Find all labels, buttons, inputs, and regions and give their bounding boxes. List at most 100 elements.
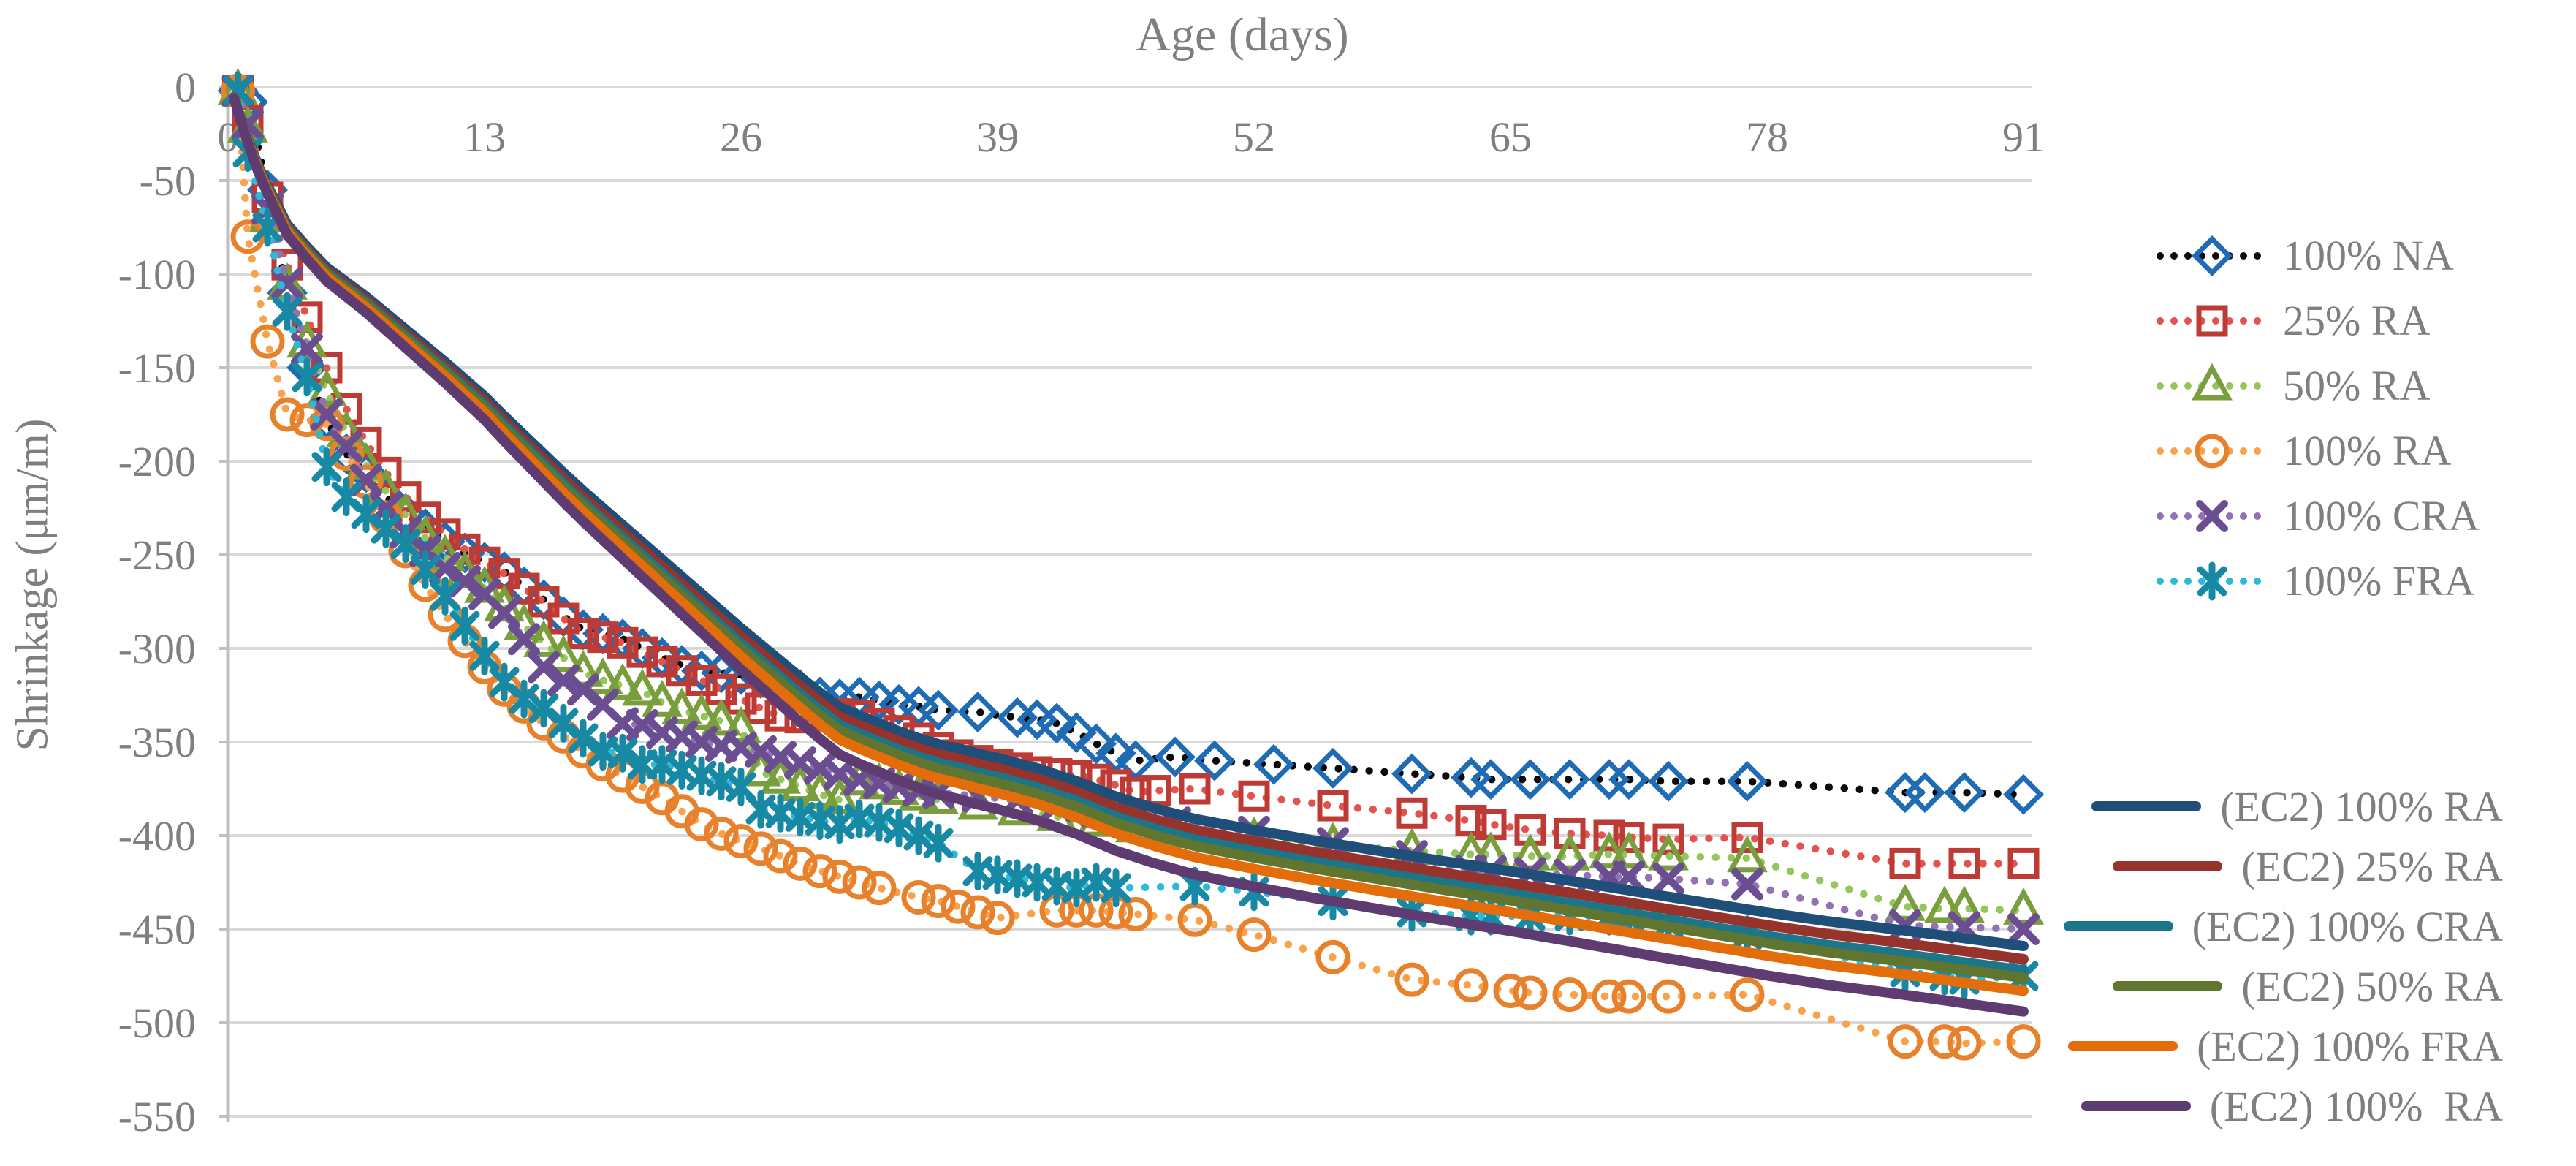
legend-item: 25% RA xyxy=(2157,288,2480,353)
square-marker-icon xyxy=(1396,797,1428,829)
square-marker-icon xyxy=(1652,823,1684,855)
star-marker-icon xyxy=(1081,863,1112,902)
legend-label: (EC2) 25% RA xyxy=(2241,842,2503,890)
circle-marker-icon xyxy=(1315,939,1350,974)
triangle-marker-icon xyxy=(602,662,643,700)
star-marker-icon xyxy=(469,636,500,675)
square-marker-icon xyxy=(646,646,678,678)
star-marker-icon xyxy=(548,703,579,743)
dotted-line xyxy=(234,86,2028,868)
square-marker-icon xyxy=(587,621,619,654)
circle-marker-icon xyxy=(1493,973,1528,1008)
line-legend-icon xyxy=(2113,981,2223,991)
diamond-marker-icon xyxy=(918,689,959,731)
x-marker-icon xyxy=(1652,862,1684,895)
diamond-marker-icon xyxy=(1312,747,1353,789)
line-legend-icon xyxy=(2063,921,2173,931)
circle-marker-icon xyxy=(783,846,818,881)
y-tick-label: -400 xyxy=(118,812,196,860)
circle-marker-icon xyxy=(1651,979,1686,1014)
triangle-marker-icon xyxy=(1648,833,1689,871)
circle-marker-icon xyxy=(309,406,344,442)
diamond-marker-icon xyxy=(1904,772,1945,814)
square-marker-icon xyxy=(271,249,303,281)
star-marker-icon xyxy=(371,509,401,548)
legend-experimental: 100% NA 25% RA 50% RA 100% RA 100% CRA 100% F… xyxy=(2157,223,2480,613)
line-legend-icon xyxy=(2081,1101,2191,1111)
legend-item: 100% RA xyxy=(2157,418,2480,483)
x-tick-label: 91 xyxy=(2002,113,2045,161)
circle-marker-icon xyxy=(941,889,976,924)
circle-marker-icon xyxy=(704,816,739,851)
y-tick-labels: 0 -50 -100 -150 -200 -250 -300 -350 -400 -450 -500… xyxy=(118,64,196,1140)
triangle-marker-icon xyxy=(721,705,761,743)
star-marker-icon xyxy=(430,576,460,616)
y-tick-label: 0 xyxy=(175,64,196,111)
line-legend-icon xyxy=(2068,1041,2178,1051)
x-legend-icon xyxy=(2157,499,2267,532)
circle-marker-icon xyxy=(1454,968,1489,1003)
star-marker-icon xyxy=(884,809,914,848)
diamond-marker-icon xyxy=(1056,712,1097,754)
circle-marker-icon xyxy=(1118,897,1153,932)
circle-marker-icon xyxy=(1730,977,1765,1012)
legend-item: 100% FRA xyxy=(2157,548,2480,613)
x-marker-icon xyxy=(271,267,303,300)
circle-marker-icon xyxy=(901,879,936,915)
star-marker-icon xyxy=(390,524,421,564)
legend-item: 50% RA xyxy=(2157,353,2480,418)
x-marker-icon xyxy=(488,597,520,629)
star-marker-icon xyxy=(1101,868,1131,908)
legend-item: (EC2) 100% CRA xyxy=(2063,896,2503,956)
star-marker-icon xyxy=(607,733,638,773)
triangle-marker-icon xyxy=(681,692,722,730)
y-axis-title: Shrinkage (μm/m) xyxy=(7,418,58,752)
diamond-marker-icon xyxy=(2192,235,2233,276)
y-tick-label: -150 xyxy=(118,344,196,392)
legend-label: 100% RA xyxy=(2283,427,2452,474)
star-marker-icon xyxy=(351,494,381,534)
star-marker-icon xyxy=(686,756,717,795)
diamond-marker-icon xyxy=(1076,723,1117,765)
triangle-marker-icon xyxy=(1885,884,1926,921)
legend-item: (EC2) 100% FRA xyxy=(2068,1016,2503,1076)
legend-label: 100% NA xyxy=(2283,232,2454,279)
x-marker-icon xyxy=(449,564,481,597)
square-marker-icon xyxy=(1889,847,1921,879)
x-marker-icon xyxy=(508,623,540,656)
y-tick-label: -250 xyxy=(118,531,196,579)
square-marker-icon xyxy=(2196,305,2228,336)
x-tick-label: 26 xyxy=(720,113,762,161)
legend-label: (EC2) 100% RA xyxy=(2209,1082,2503,1130)
circle-marker-icon xyxy=(842,865,877,900)
x-tick-label: 52 xyxy=(1233,113,1275,161)
circle-marker-icon xyxy=(743,831,778,866)
triangle-marker-icon xyxy=(622,668,663,706)
star-marker-icon xyxy=(2197,561,2227,600)
x-marker-icon xyxy=(2007,913,2040,945)
diamond-marker-icon xyxy=(1510,759,1551,800)
diamond-marker-icon xyxy=(1155,736,1196,778)
circle-marker-icon xyxy=(1611,979,1646,1014)
x-tick-label: 13 xyxy=(463,113,506,161)
circle-marker-icon xyxy=(921,884,956,919)
triangle-marker-icon xyxy=(661,687,702,724)
y-tick-label: -50 xyxy=(140,157,196,205)
model-line xyxy=(229,92,2029,983)
square-marker-icon xyxy=(1593,819,1625,852)
circle-marker-icon xyxy=(1394,962,1429,997)
square-marker-icon xyxy=(409,501,441,534)
series--ec2-100-ra xyxy=(229,93,2029,1017)
square-marker-icon xyxy=(745,692,777,724)
triangle-legend-icon xyxy=(2157,363,2267,400)
triangle-marker-icon xyxy=(1549,833,1590,871)
x-axis-title: Age (days) xyxy=(1136,8,1349,61)
legend-item: 100% CRA xyxy=(2157,483,2480,548)
star-marker-icon xyxy=(331,477,362,517)
dotted-line xyxy=(234,86,2028,984)
star-marker-icon xyxy=(824,805,855,844)
diamond-marker-icon xyxy=(2003,773,2044,815)
square-marker-icon xyxy=(567,618,599,650)
